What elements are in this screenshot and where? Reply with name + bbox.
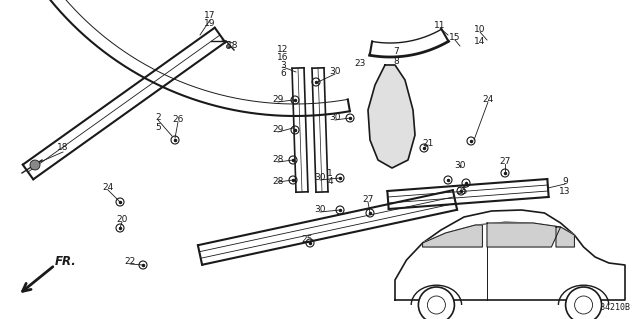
Text: 2: 2 (155, 114, 161, 122)
Text: 3: 3 (280, 61, 286, 70)
Text: 30: 30 (314, 174, 326, 182)
Circle shape (566, 287, 602, 319)
Text: 30: 30 (329, 68, 340, 77)
Text: 30: 30 (314, 205, 326, 214)
Text: 29: 29 (272, 125, 284, 135)
Text: 30: 30 (329, 114, 340, 122)
Text: 29: 29 (272, 95, 284, 105)
Text: 17: 17 (204, 11, 216, 20)
Circle shape (30, 160, 40, 170)
Text: 7: 7 (393, 48, 399, 56)
Text: 11: 11 (435, 21, 445, 31)
Polygon shape (395, 210, 625, 300)
Text: 20: 20 (116, 216, 128, 225)
Text: 18: 18 (227, 41, 239, 49)
Text: 14: 14 (474, 38, 486, 47)
Text: 30: 30 (454, 160, 466, 169)
Text: 28: 28 (272, 155, 284, 165)
Text: 27: 27 (499, 158, 511, 167)
Text: 28: 28 (272, 177, 284, 187)
Text: 21: 21 (422, 138, 434, 147)
Text: 10: 10 (474, 26, 486, 34)
Text: 27: 27 (362, 196, 374, 204)
Text: 12: 12 (277, 46, 289, 55)
Polygon shape (556, 227, 575, 247)
Text: 25: 25 (456, 188, 468, 197)
Text: 24: 24 (102, 183, 114, 192)
Text: 8: 8 (393, 56, 399, 65)
Text: 6: 6 (280, 70, 286, 78)
Text: 15: 15 (449, 33, 461, 42)
Text: 18: 18 (57, 144, 68, 152)
Text: 24: 24 (483, 95, 493, 105)
Text: 4: 4 (327, 177, 333, 187)
Text: 23: 23 (355, 58, 365, 68)
Polygon shape (487, 223, 561, 247)
Text: 9: 9 (562, 177, 568, 187)
Text: SV43-B4210B: SV43-B4210B (575, 303, 630, 312)
Text: 1: 1 (327, 168, 333, 177)
Text: 26: 26 (172, 115, 184, 124)
Circle shape (419, 287, 454, 319)
Polygon shape (368, 65, 415, 168)
Polygon shape (422, 225, 483, 247)
Text: FR.: FR. (55, 255, 77, 268)
Text: 25: 25 (301, 235, 313, 244)
Text: 16: 16 (277, 54, 289, 63)
Text: 19: 19 (204, 19, 216, 28)
Text: 13: 13 (559, 187, 571, 196)
Text: 5: 5 (155, 122, 161, 131)
Text: 22: 22 (124, 257, 136, 266)
